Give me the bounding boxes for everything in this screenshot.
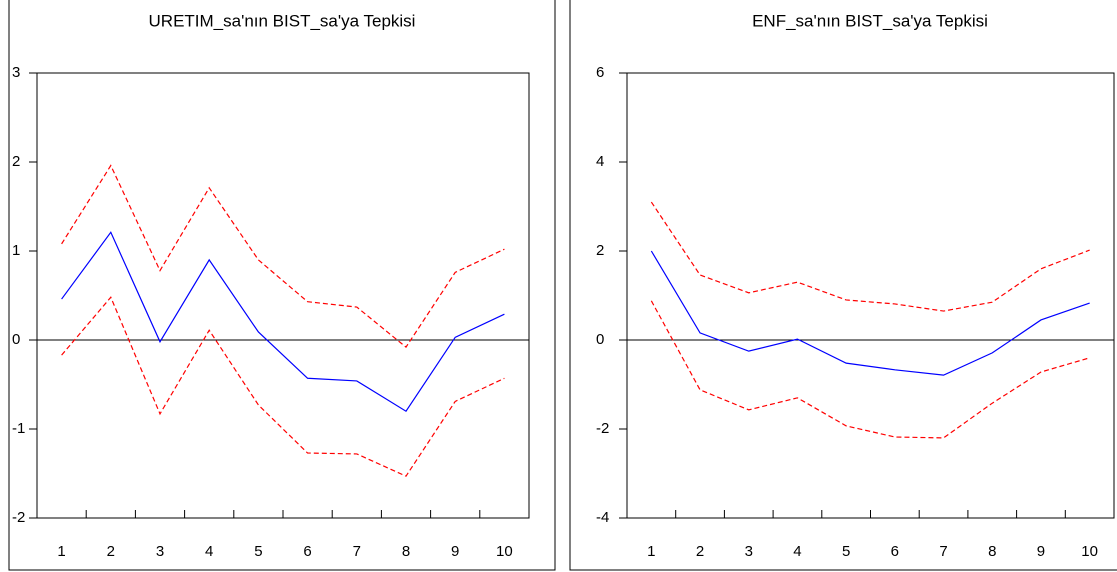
x-tick-label: 3 (156, 543, 164, 560)
y-tick-label: 1 (12, 242, 20, 259)
series-line (61, 164, 505, 349)
series-line (61, 231, 505, 413)
x-tick-label: 6 (891, 543, 899, 560)
x-tick-label: 10 (496, 543, 513, 560)
y-tick-label: 0 (596, 331, 604, 348)
x-tick-label: 8 (988, 543, 996, 560)
x-tick-label: 7 (353, 543, 361, 560)
x-tick-label: 10 (1081, 543, 1098, 560)
x-tick-label: 9 (451, 543, 459, 560)
plot-frame (36, 72, 530, 519)
x-tick-label: 4 (793, 543, 801, 560)
panel-frame (8, 0, 556, 571)
y-tick-label: 3 (12, 64, 20, 81)
y-tick-label: 2 (12, 153, 20, 170)
y-tick-label: 4 (596, 153, 604, 170)
y-tick-label: 0 (12, 331, 20, 348)
x-tick-label: 7 (939, 543, 947, 560)
x-tick-label: 5 (842, 543, 850, 560)
x-tick-label: 2 (696, 543, 704, 560)
y-tick-label: -2 (596, 420, 609, 437)
y-tick-label: 6 (596, 64, 604, 81)
y-tick-label: -1 (12, 420, 25, 437)
series-line (650, 300, 1090, 439)
y-tick-label: 2 (596, 242, 604, 259)
plot-frame (626, 72, 1115, 519)
x-tick-label: 5 (254, 543, 262, 560)
x-tick-label: 8 (402, 543, 410, 560)
series-line (61, 296, 505, 477)
x-tick-label: 6 (303, 543, 311, 560)
chart-title: ENF_sa'nın BIST_sa'ya Tepkisi (752, 11, 988, 30)
x-tick-label: 3 (745, 543, 753, 560)
series-line (650, 201, 1090, 312)
x-tick-label: 1 (57, 543, 65, 560)
x-tick-label: 9 (1037, 543, 1045, 560)
x-tick-label: 2 (107, 543, 115, 560)
x-tick-label: 1 (647, 543, 655, 560)
y-tick-label: -4 (596, 509, 609, 526)
series-line (650, 250, 1090, 376)
x-tick-label: 4 (205, 543, 213, 560)
panel-frame (569, 0, 1117, 571)
chart-title: URETIM_sa'nın BIST_sa'ya Tepkisi (149, 11, 416, 30)
y-tick-label: -2 (12, 509, 25, 526)
